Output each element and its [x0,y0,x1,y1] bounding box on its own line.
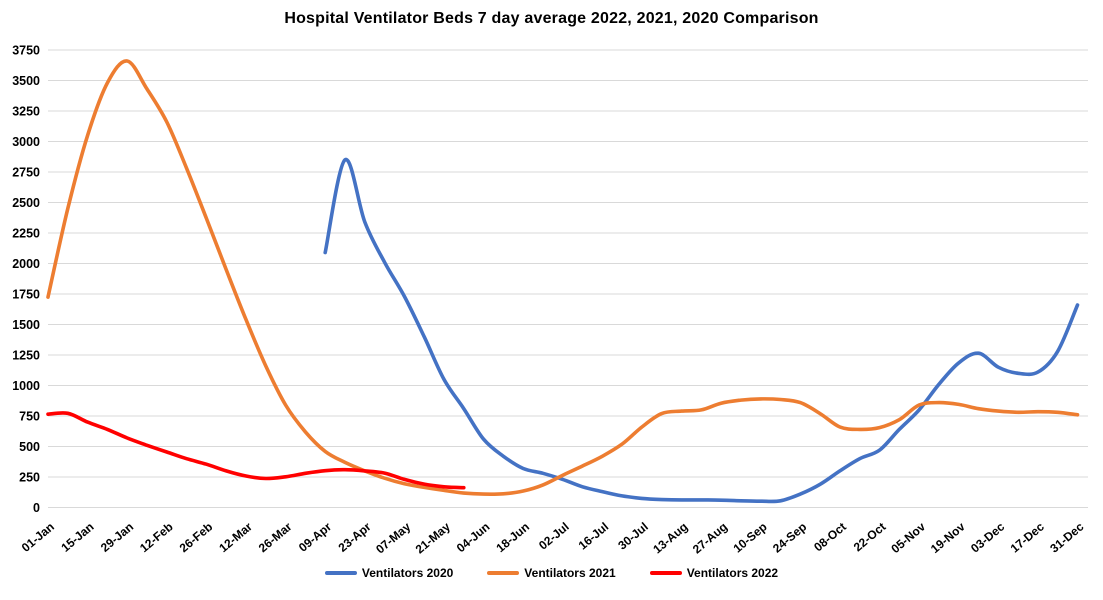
line-chart: 0 250 500 750 1000 1250 1500 1750 2000 2250 2500 27… [12,44,1088,557]
y-tick-label: 1000 [12,379,40,393]
legend-item-2022[interactable]: Ventilators 2022 [649,566,779,580]
x-tick-label: 27-Aug [690,520,730,557]
x-tick-label: 31-Dec [1047,519,1086,555]
x-tick-label: 12-Mar [216,519,255,555]
legend-item-2021[interactable]: Ventilators 2021 [487,566,616,580]
x-tick-label: 01-Jan [19,520,57,555]
y-tick-label: 0 [33,501,40,515]
y-tick-label: 2750 [12,166,40,180]
x-tick-label: 05-Nov [888,519,928,556]
x-tick-label: 13-Aug [650,520,690,557]
legend-item-2020[interactable]: Ventilators 2020 [324,566,454,580]
x-tick-label: 30-Jul [615,520,651,553]
x-tick-label: 02-Jul [536,520,572,553]
y-tick-label: 3250 [12,105,40,119]
x-tick-label: 10-Sep [731,520,770,556]
legend-label-2021: Ventilators 2021 [524,566,616,580]
x-tick-label: 08-Oct [811,520,849,555]
x-tick-label: 19-Nov [928,519,968,556]
legend-swatch-2020-icon [324,571,357,575]
x-tick-label: 24-Sep [770,520,809,556]
chart-title: Hospital Ventilator Beds 7 day average 2… [284,10,819,27]
legend-swatch-2022-icon [649,571,682,575]
y-tick-label: 750 [19,410,40,424]
y-tick-label: 500 [19,440,40,454]
y-tick-label: 2250 [12,227,40,241]
x-tick-label: 18-Jun [493,520,532,556]
y-tick-label: 3000 [12,135,40,149]
x-tick-label: 03-Dec [968,519,1007,555]
y-tick-label: 1750 [12,288,40,302]
x-tick-label: 16-Jul [576,520,612,553]
y-tick-label: 1250 [12,349,40,363]
x-tick-label: 22-Oct [851,520,889,555]
x-tick-label: 26-Mar [256,519,295,555]
y-tick-label: 1500 [12,318,40,332]
x-tick-label: 29-Jan [98,520,136,555]
series-line-ventilators-2020 [323,157,1080,504]
x-tick-label: 09-Apr [296,519,334,554]
legend: Ventilators 2020 Ventilators 2021 Ventil… [0,566,1103,580]
legend-label-2020: Ventilators 2020 [361,566,454,580]
x-tick-label: 26-Feb [177,520,216,556]
series-line-ventilators-2022 [46,411,466,490]
x-tick-label: 23-Apr [336,519,374,554]
y-tick-label: 2500 [12,196,40,210]
y-tick-label: 250 [19,471,40,485]
x-tick-label: 15-Jan [58,520,96,555]
legend-label-2022: Ventilators 2022 [686,566,779,580]
x-tick-label: 21-May [413,519,453,556]
x-tick-label: 12-Feb [137,520,176,556]
y-tick-label: 3500 [12,74,40,88]
y-tick-label: 2000 [12,257,40,271]
x-tick-label: 07-May [373,519,413,556]
series-line-ventilators-2021 [46,59,1080,496]
legend-swatch-2021-icon [487,571,520,575]
x-tick-label: 04-Jun [454,520,493,556]
x-tick-label: 17-Dec [1008,519,1047,555]
y-tick-label: 3750 [12,44,40,58]
